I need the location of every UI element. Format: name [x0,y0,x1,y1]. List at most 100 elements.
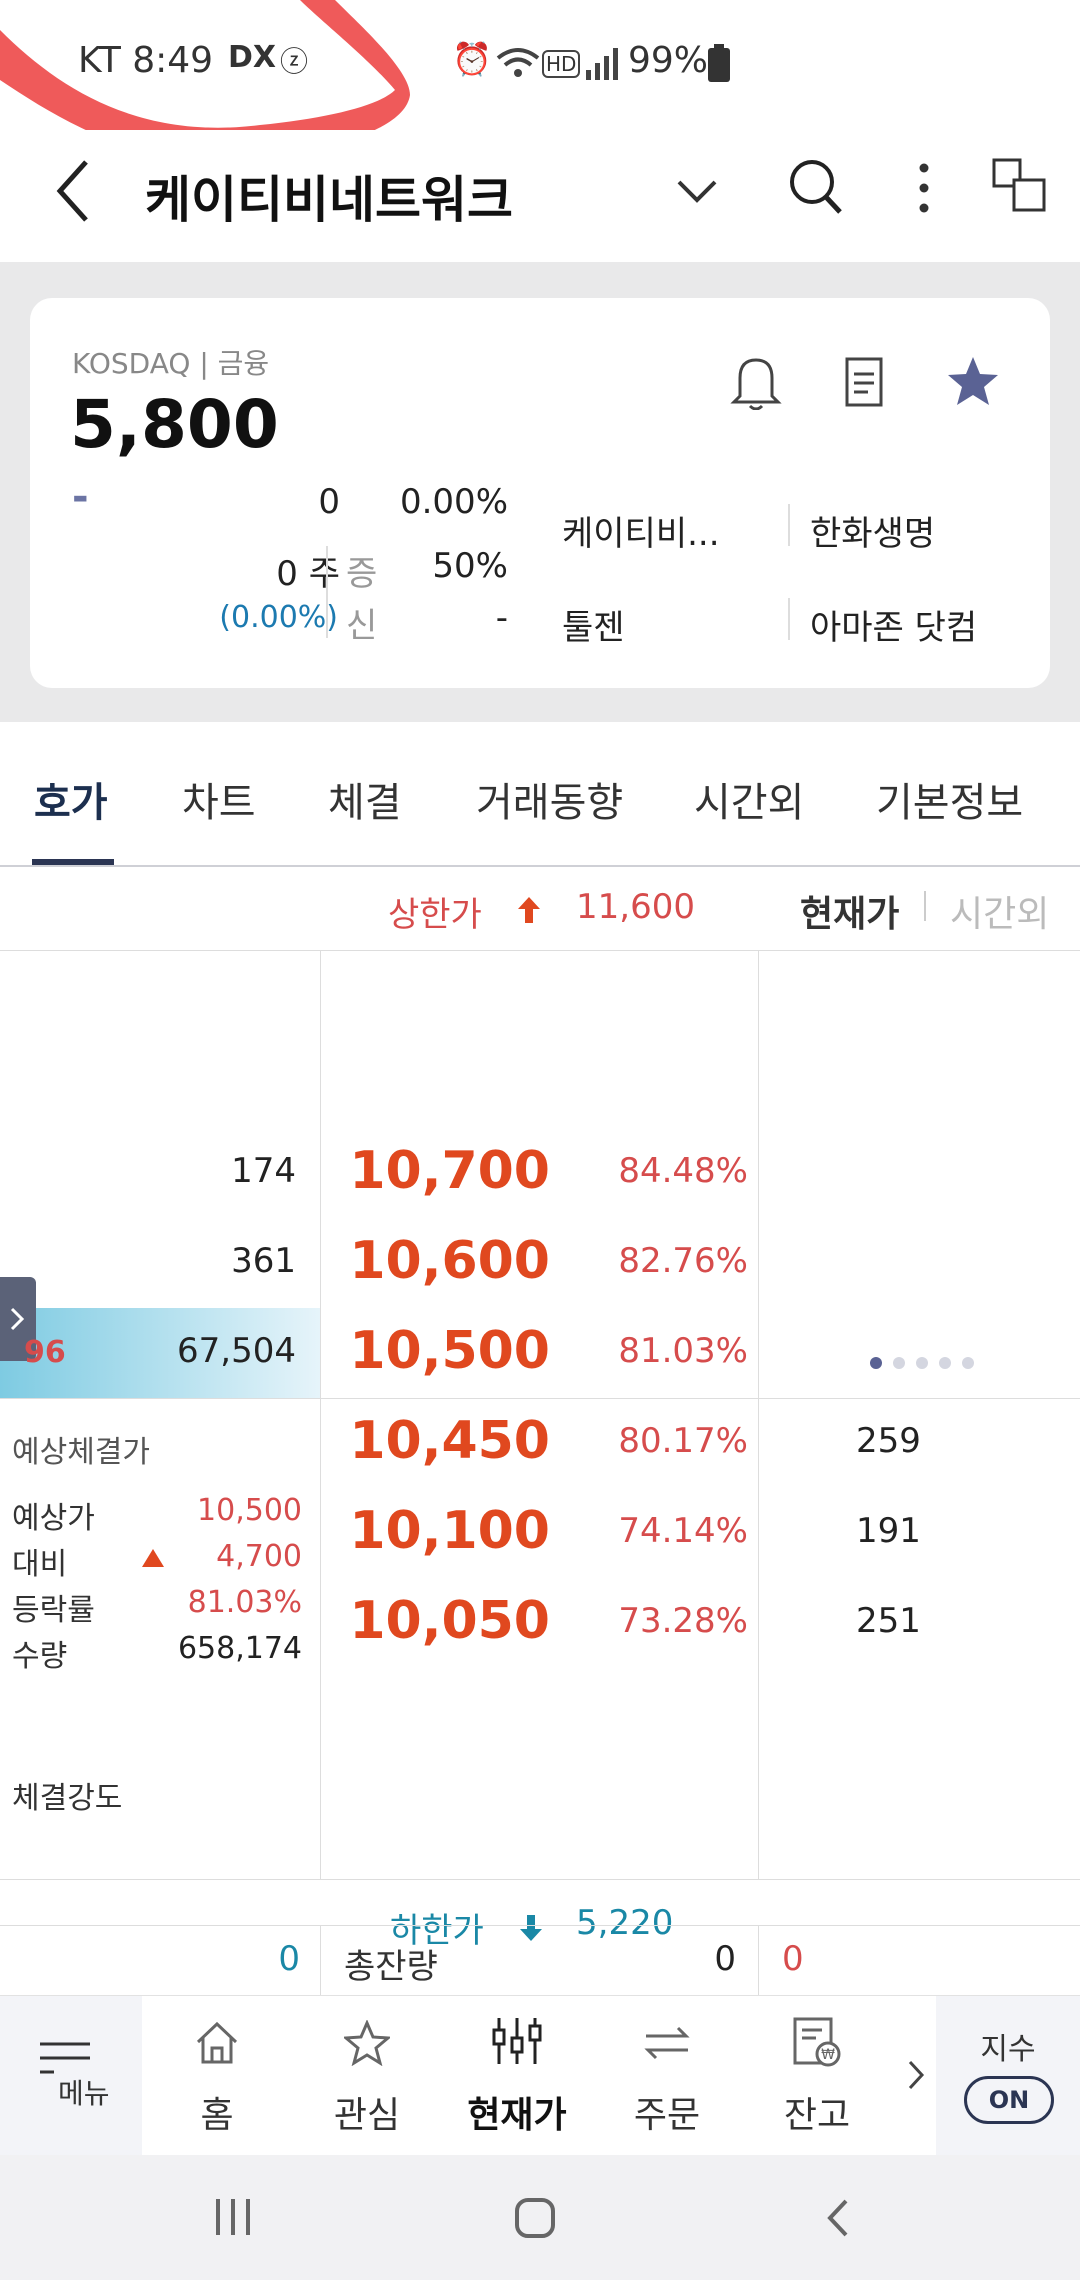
bottom-nav: 메뉴 홈 관심 현재가 주문 ₩ [0,1995,1080,2156]
expected-label: 등락률 [12,1593,95,1628]
bid-qty: 259 [856,1421,921,1461]
tab-bar: 호가 차트 체결 거래동향 시간외 기본정보 [0,722,1080,867]
star-outline-icon [344,2020,390,2066]
chevron-right-icon[interactable] [906,2058,926,2092]
bid-qty: 251 [856,1601,921,1641]
bid-percent: 80.17% [618,1421,748,1461]
ask-percent: 82.76% [618,1241,748,1281]
tab-trading-trend[interactable]: 거래동향 [476,780,624,826]
system-nav-bar [0,2155,1080,2280]
bid-qty: 191 [856,1511,921,1551]
related-stock-1[interactable]: 케이티비... [562,514,720,554]
ask-qty: 67,504 [177,1331,296,1371]
bid-percent: 74.14% [618,1511,748,1551]
nav-order-label: 주문 [633,2095,701,2136]
wifi-icon [496,48,540,77]
tab-chart[interactable]: 차트 [182,780,256,826]
back-button-icon[interactable] [822,2197,852,2239]
ask-price[interactable]: 10,700 [349,1141,550,1201]
total-mid: 0 [714,1939,736,1979]
expected-change: 4,700 [216,1539,302,1574]
ask-bid-divider [0,1398,1080,1399]
candlestick-icon [492,2018,542,2064]
lower-limit-value: 5,220 [576,1903,674,1943]
nav-order[interactable]: 주문 [592,1996,742,2156]
margin-value: 50% [432,546,508,586]
z-icon: ⓩ [280,45,309,78]
active-tab-indicator [32,859,114,865]
chevron-right-icon [10,1307,25,1331]
nav-current-price-label: 현재가 [467,2095,567,2136]
tab-orderbook[interactable]: 호가 [34,780,108,826]
ask-price[interactable]: 10,500 [349,1321,550,1381]
window-icon[interactable] [992,158,1048,214]
credit-value: - [495,598,508,638]
alarm-icon: ⏰ [452,40,492,78]
total-ask-left: 0 [278,1939,300,1979]
ask-qty: 361 [231,1241,296,1281]
tab-trades[interactable]: 체결 [328,780,402,826]
view-after-hours-toggle[interactable]: 시간외 [950,894,1050,935]
chevron-down-icon[interactable] [676,176,718,206]
page-indicator-dots [870,1357,974,1369]
related-stock-2[interactable]: 한화생명 [810,514,936,554]
divider [924,891,926,921]
index-on-toggle[interactable]: ON [964,2076,1054,2124]
ask-marker: 96 [24,1335,66,1370]
volume-percent: (0.00%) [219,600,338,635]
memo-icon[interactable] [844,356,884,408]
dx-icon: DX [228,40,277,75]
nav-current-price[interactable]: 현재가 [442,1996,592,2156]
menu-button[interactable]: 메뉴 [0,1996,142,2156]
divider [788,598,790,640]
nav-balance[interactable]: ₩ 잔고 [742,1996,892,2156]
change-percent: 0.00% [399,482,508,522]
bid-price[interactable]: 10,050 [349,1591,550,1651]
order-book: 상한가 11,600 현재가 시간외 174 10,700 84.48% 361… [0,869,1080,1995]
signal-icon [586,48,618,80]
nav-home[interactable]: 홈 [142,1996,292,2156]
nav-watchlist[interactable]: 관심 [292,1996,442,2156]
index-label: 지수 [980,2032,1036,2067]
ask-percent: 84.48% [618,1151,748,1191]
lower-limit-label: 하한가 [390,1911,484,1951]
expected-rate: 81.03% [187,1585,302,1620]
balance-icon: ₩ [793,2017,841,2067]
side-panel-handle[interactable] [0,1277,36,1361]
tab-basic-info[interactable]: 기본정보 [876,780,1024,826]
view-current-toggle[interactable]: 현재가 [800,894,900,935]
home-button-icon[interactable] [514,2197,556,2239]
recent-apps-icon[interactable] [212,2197,254,2237]
related-stock-3[interactable]: 툴젠 [562,608,625,648]
related-stock-4[interactable]: 아마존 닷컴 [810,608,978,648]
strength-label: 체결강도 [12,1781,123,1816]
ask-price[interactable]: 10,600 [349,1231,550,1291]
swap-icon [644,2026,690,2060]
change-sign: - [72,474,89,520]
change-value: 0 [318,482,340,522]
divider [326,546,328,638]
more-icon[interactable] [916,160,932,216]
summary-card: KOSDAQ | 금융 5,800 - 0 0.00% 0 주 (0.00%) … [30,298,1050,688]
status-bar: KT 8:49 DX ⓩ ⏰ HD 99% [0,0,1080,162]
total-label: 총잔량 [344,1947,438,1987]
back-icon[interactable] [52,156,92,226]
arrow-up-icon [518,897,540,923]
carrier-time: KT 8:49 [78,40,214,81]
column-divider [758,1925,759,1995]
hd-icon: HD [542,50,581,78]
search-icon[interactable] [788,156,844,216]
tab-after-hours[interactable]: 시간외 [694,780,805,826]
bid-price[interactable]: 10,450 [349,1411,550,1471]
star-icon[interactable] [946,354,1000,408]
home-icon [196,2021,238,2064]
margin-label: 증 [346,554,378,594]
battery-percent: 99% [628,40,709,81]
market-label: KOSDAQ | 금융 [72,347,270,380]
index-toggle-panel[interactable]: 지수 ON [936,1996,1080,2156]
page-title[interactable]: 케이티비네트워크 [145,171,513,229]
column-divider [758,951,759,1879]
bid-price[interactable]: 10,100 [349,1501,550,1561]
row-divider [0,1879,1080,1880]
bell-icon[interactable] [730,354,782,410]
